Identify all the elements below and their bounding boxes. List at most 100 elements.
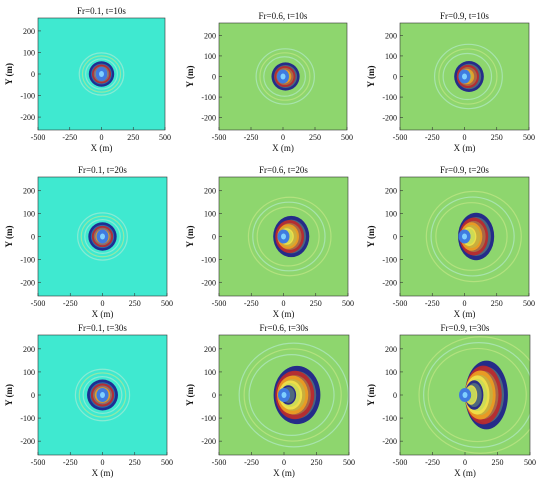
y-tick-label: 100 (23, 368, 35, 377)
y-tick-label: 0 (393, 233, 397, 242)
x-tick-label: 0 (463, 133, 467, 142)
wave-ripple (80, 215, 125, 258)
y-tick-label: 200 (385, 345, 397, 354)
x-tick-label: 0 (101, 299, 105, 308)
x-tick-label: 250 (491, 133, 503, 142)
y-tick-label: 0 (393, 73, 397, 82)
y-tick-label: -100 (20, 92, 35, 101)
y-tick-label: 200 (204, 31, 216, 40)
y-tick-label: 200 (23, 187, 35, 196)
y-tick-label: 0 (212, 73, 216, 82)
y-tick-label: -200 (201, 437, 216, 446)
wave-ripple (78, 372, 127, 418)
x-tick-label: 0 (463, 299, 467, 308)
y-axis-label: Y (m) (4, 63, 14, 85)
wave-field (433, 43, 503, 110)
wave-ripple (238, 342, 349, 448)
panel-title: Fr=0.9, t=30s (441, 323, 490, 333)
wave-ripple (252, 201, 326, 272)
x-tick-label: -500 (31, 458, 46, 467)
y-tick-label: 100 (385, 368, 397, 377)
x-axis-label: X (m) (273, 309, 295, 319)
panel-6: Fr=0.9, t=20s -500 -250 0 250 500 200 100 0 -100 -… (366, 165, 535, 319)
x-tick-label: 250 (309, 133, 321, 142)
x-tick-label: 500 (341, 133, 353, 142)
x-tick-label: 250 (311, 458, 323, 467)
wave-ripple (430, 196, 515, 277)
y-tick-label: -200 (382, 114, 397, 123)
panel-8: Fr=0.6, t=30s -500 -250 0 250 500 200 100 0 -100 -… (185, 323, 355, 478)
x-tick-label: 500 (161, 299, 173, 308)
wave-ripple (263, 56, 307, 97)
y-tick-label: -100 (382, 414, 397, 423)
x-tick-label: -500 (393, 133, 408, 142)
y-tick-label: -100 (201, 93, 216, 102)
x-tick-label: 500 (159, 133, 171, 142)
y-tick-label: 200 (204, 187, 216, 196)
y-tick-label: 100 (204, 210, 216, 219)
y-tick-label: -200 (20, 437, 35, 446)
panel-title: Fr=0.6, t=30s (260, 323, 309, 333)
wave-ripple (248, 354, 335, 436)
x-tick-label: 500 (523, 299, 535, 308)
panel-9: Fr=0.9, t=30s -500 -250 0 250 500 200 100 0 -100 -… (366, 323, 536, 478)
x-tick-label: 0 (463, 458, 467, 467)
x-tick-label: 250 (310, 299, 322, 308)
wave-ripple (418, 336, 530, 454)
wave-center-core (462, 233, 467, 240)
wave-field (255, 48, 315, 105)
x-tick-label: -250 (62, 133, 77, 142)
y-tick-label: -100 (20, 255, 35, 264)
y-axis-label: Y (m) (4, 384, 14, 406)
wave-field (74, 368, 131, 422)
wave-ripple (82, 376, 123, 414)
x-axis-label: X (m) (92, 309, 114, 319)
y-axis-label: Y (m) (185, 226, 195, 248)
x-tick-label: -250 (63, 299, 78, 308)
x-tick-label: -250 (244, 458, 259, 467)
panel-5: Fr=0.6, t=20s -500 -250 0 250 500 200 100 0 -100 -… (185, 165, 354, 319)
panel-title: Fr=0.1, t=30s (78, 323, 127, 333)
wave-ripple (243, 348, 342, 442)
x-tick-label: 0 (282, 458, 286, 467)
wave-ripple (85, 58, 118, 90)
x-tick-label: 0 (281, 133, 285, 142)
panel-title: Fr=0.1, t=20s (78, 165, 127, 175)
wave-ripple (77, 212, 128, 261)
wave-ripple (84, 219, 121, 254)
x-tick-label: 250 (127, 133, 139, 142)
wave-ripple (247, 196, 332, 277)
wave-ripple (425, 190, 522, 283)
y-tick-label: 0 (31, 233, 35, 242)
y-tick-label: 200 (385, 187, 397, 196)
y-tick-label: -100 (201, 414, 216, 423)
x-axis-label: X (m) (91, 143, 113, 153)
y-tick-label: 200 (204, 345, 216, 354)
panel-title: Fr=0.6, t=10s (259, 11, 308, 21)
y-tick-label: -200 (382, 278, 397, 287)
wave-ripple (438, 48, 498, 105)
y-axis-label: Y (m) (366, 226, 376, 248)
x-axis-label: X (m) (454, 468, 476, 478)
wave-center-core (462, 392, 468, 398)
y-axis-label: Y (m) (4, 226, 14, 248)
x-tick-label: 0 (100, 133, 104, 142)
x-axis-label: X (m) (454, 143, 476, 153)
y-tick-label: 100 (204, 52, 216, 61)
wave-field (247, 196, 332, 277)
wave-center-core (280, 73, 286, 80)
x-tick-label: -500 (393, 299, 408, 308)
y-tick-label: -200 (201, 114, 216, 123)
x-tick-label: -250 (63, 458, 78, 467)
x-tick-label: -250 (425, 133, 440, 142)
x-tick-label: 250 (492, 458, 504, 467)
x-axis-label: X (m) (272, 143, 294, 153)
y-tick-label: -200 (382, 437, 397, 446)
y-tick-label: 100 (23, 210, 35, 219)
wave-ripple (435, 202, 508, 271)
panel-4: Fr=0.1, t=20s -500 -250 0 250 500 200 100 0 -100 -… (4, 165, 173, 319)
x-tick-label: -500 (212, 458, 227, 467)
y-tick-label: 200 (23, 345, 35, 354)
wave-field (77, 212, 128, 261)
y-tick-label: 0 (212, 391, 216, 400)
